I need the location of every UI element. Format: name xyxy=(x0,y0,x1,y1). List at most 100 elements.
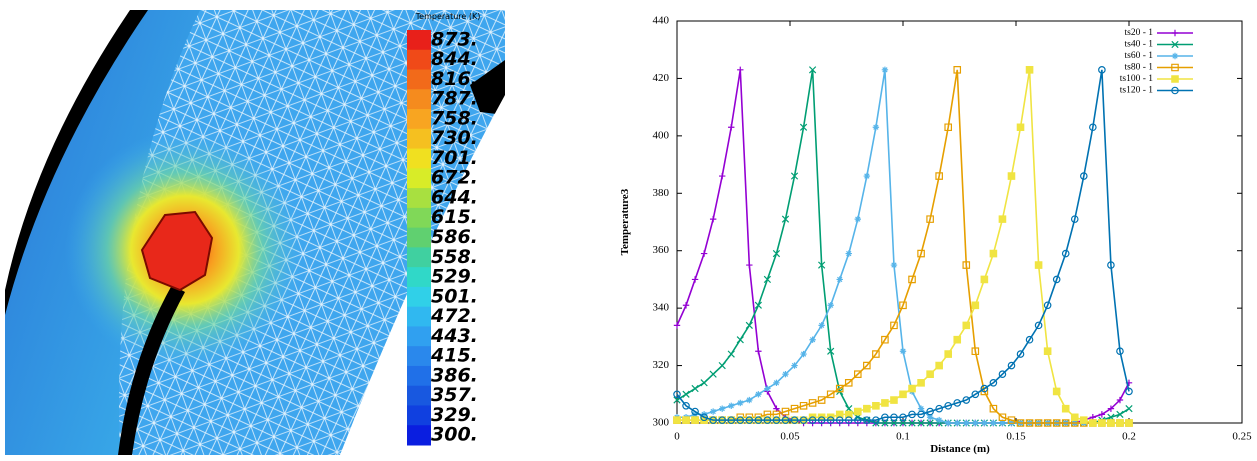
series-line xyxy=(677,69,1129,424)
data-point xyxy=(718,416,727,424)
data-point xyxy=(944,402,953,410)
data-point xyxy=(926,370,934,378)
colorbar-label: 329. xyxy=(431,404,478,426)
data-point xyxy=(790,172,799,180)
data-point xyxy=(754,301,762,309)
data-point xyxy=(1171,63,1179,72)
colorbar-label: 873. xyxy=(431,28,478,50)
data-point xyxy=(818,322,825,329)
colorbar-swatch xyxy=(407,306,431,327)
series-line xyxy=(676,69,1130,424)
colorbar-label: 300. xyxy=(431,424,478,446)
data-point xyxy=(700,413,708,421)
data-point xyxy=(1025,66,1034,74)
data-point xyxy=(989,379,998,387)
colorbar-label: 386. xyxy=(431,364,478,386)
data-point xyxy=(709,370,717,378)
data-point xyxy=(1007,172,1016,180)
data-point xyxy=(745,416,754,424)
data-point xyxy=(1052,419,1061,427)
data-point xyxy=(1107,405,1115,412)
data-point xyxy=(1016,419,1025,427)
colorbar-label: 472. xyxy=(430,305,478,327)
data-point xyxy=(719,405,726,412)
data-point xyxy=(953,399,962,407)
colorbar-label: 730. xyxy=(431,127,478,149)
series-line xyxy=(677,69,1129,424)
data-point xyxy=(917,379,925,387)
data-point xyxy=(800,350,807,358)
data-point xyxy=(881,419,889,427)
data-point xyxy=(881,66,889,74)
colorbar-label: 529. xyxy=(431,266,478,288)
colorbar-label: 357. xyxy=(431,384,478,406)
data-point xyxy=(1171,86,1179,95)
data-point xyxy=(799,123,808,131)
data-point xyxy=(1025,419,1034,427)
y-tick-label: 340 xyxy=(653,302,670,314)
data-point xyxy=(746,261,753,269)
data-point xyxy=(899,348,907,355)
data-point xyxy=(926,215,934,223)
data-point xyxy=(854,215,861,223)
colorbar-swatch xyxy=(407,207,431,229)
legend-label: ts120 - 1 xyxy=(1120,86,1154,96)
colorbar-swatch xyxy=(407,148,431,169)
colorbar: Temperature (K) 873.844.816.787.758.730.… xyxy=(407,12,480,446)
series-line xyxy=(676,69,1130,424)
data-point xyxy=(1043,419,1052,427)
colorbar-swatch xyxy=(407,188,431,209)
data-point xyxy=(944,350,952,358)
data-point xyxy=(772,249,781,258)
colorbar-label: 501. xyxy=(431,285,478,307)
data-point xyxy=(827,302,834,309)
data-point xyxy=(1061,404,1070,413)
simulation-view xyxy=(5,10,505,455)
x-axis-label: Distance (m) xyxy=(930,443,990,455)
data-point xyxy=(899,301,907,310)
data-point xyxy=(736,416,745,424)
data-point xyxy=(998,215,1007,223)
data-point xyxy=(691,407,699,416)
data-point xyxy=(718,361,726,370)
y-tick-label: 360 xyxy=(653,244,670,256)
data-point xyxy=(962,321,971,330)
data-point xyxy=(809,336,816,343)
data-point xyxy=(844,410,853,419)
x-tick-label: 0.15 xyxy=(1006,431,1026,443)
data-point xyxy=(1080,416,1088,424)
data-point xyxy=(980,275,989,284)
y-axis-label: Temperature3 xyxy=(619,188,631,255)
data-point xyxy=(835,384,844,393)
data-point xyxy=(881,399,889,407)
data-point xyxy=(763,275,772,284)
data-point xyxy=(755,391,762,398)
data-point xyxy=(1125,387,1133,396)
legend-label: ts80 - 1 xyxy=(1125,63,1154,73)
data-point xyxy=(854,416,862,424)
data-point xyxy=(781,416,790,424)
data-point xyxy=(700,250,708,257)
data-point xyxy=(727,416,736,424)
data-point xyxy=(917,249,925,258)
data-point xyxy=(854,407,862,416)
colorbar-swatch xyxy=(407,109,431,130)
data-point xyxy=(709,408,717,415)
crack xyxy=(118,285,185,455)
data-point xyxy=(808,66,817,74)
colorbar-swatch xyxy=(407,168,431,189)
data-point xyxy=(890,396,898,404)
data-point xyxy=(917,405,925,412)
data-point xyxy=(944,123,952,132)
data-point xyxy=(972,419,979,427)
data-point xyxy=(1171,40,1179,49)
data-point xyxy=(881,335,889,344)
data-point xyxy=(890,413,898,421)
data-point xyxy=(682,416,690,424)
data-point xyxy=(737,399,744,407)
data-point xyxy=(999,419,1006,427)
colorbar-swatch xyxy=(407,286,431,308)
colorbar-label: 758. xyxy=(431,107,478,129)
colorbar-label: 816. xyxy=(431,68,478,90)
